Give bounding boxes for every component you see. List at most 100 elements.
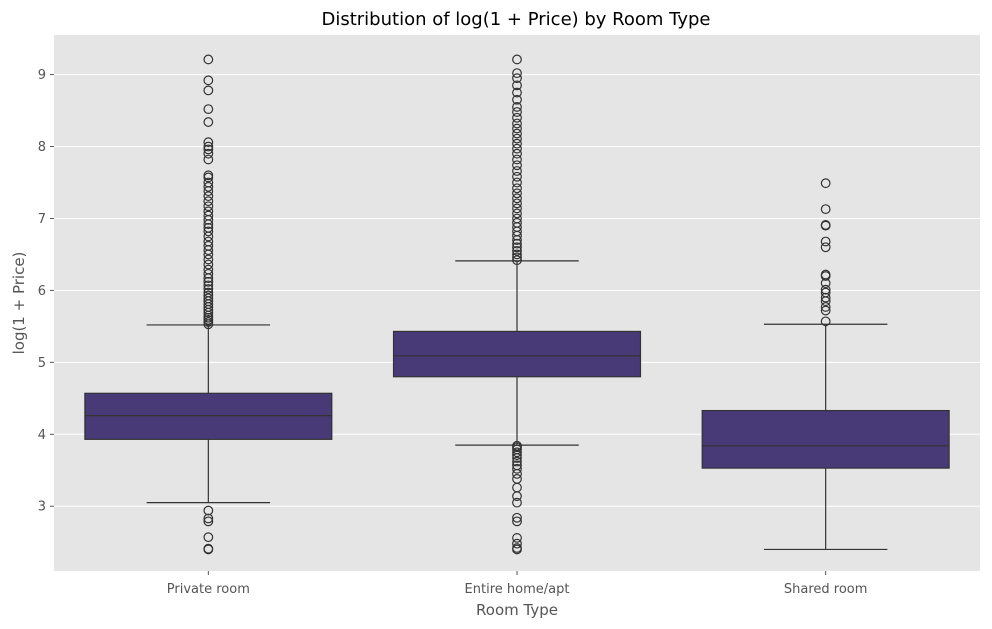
outlier-point [203,196,214,207]
outlier-point [512,249,522,260]
outlier-point [512,193,522,204]
outlier-point [203,104,214,115]
outlier-point [512,118,522,129]
outlier-point [203,240,214,251]
x-tick-label: Shared room [784,582,868,597]
y-tick-label: 9 [38,68,46,83]
outlier-point [512,87,522,98]
outlier-point [512,245,522,256]
outlier-point [512,128,522,139]
outlier-point [512,102,522,112]
outlier-point [203,226,214,237]
outlier-point [203,513,214,524]
outlier-point [512,456,522,467]
outlier-point [203,201,214,212]
outlier-point [512,154,522,165]
y-tick-label: 4 [38,428,46,443]
outlier-point [820,292,831,303]
x-axis-ticks: Private room Entire home/apt Shared room [167,571,868,597]
outlier-point [512,460,522,471]
outlier-point [820,284,831,295]
outlier-point [820,178,831,189]
outlier-point [203,117,214,127]
outlier-point [512,474,522,484]
outlier-point [203,284,214,294]
outlier-point [203,505,214,516]
outlier-point [512,217,522,228]
outlier-point [512,213,522,224]
outlier-point [512,450,522,461]
outlier-point [203,280,214,291]
outlier-point [512,68,522,79]
outlier-point [512,543,522,553]
y-axis-label: log(1 + Price) [10,252,28,355]
outlier-point [203,543,214,554]
outlier-point [820,316,831,327]
outlier-point [512,242,522,253]
iqr-box [701,409,950,469]
outlier-point [203,210,214,221]
outlier-point [512,166,522,176]
outlier-point [203,268,214,279]
y-tick-label: 6 [38,284,46,299]
outlier-point [820,242,831,253]
outlier-point [512,73,522,84]
y-axis-ticks: 3 4 5 6 7 8 9 [38,68,54,515]
outlier-point [512,183,522,194]
outlier-point [820,305,831,316]
outlier-point [203,287,214,298]
outlier-point [203,148,214,159]
outlier-point [512,148,522,159]
outlier-point [512,198,522,209]
chart-title: Distribution of log(1 + Price) by Room T… [321,9,710,30]
outlier-point [512,447,522,458]
outlier-point [512,238,522,249]
outlier-point [512,538,522,549]
outlier-point [820,204,831,215]
outlier-point [203,144,214,155]
box-group [701,178,950,551]
x-axis-label: Room Type [476,601,558,619]
outlier-point [203,85,214,96]
outlier-point [203,259,214,270]
iqr-box [392,330,642,378]
outlier-point [203,206,214,217]
box-group [84,54,333,555]
outlier-point [512,177,522,188]
outlier-point [820,287,831,298]
outlier-point [203,236,214,247]
outlier-point [512,160,522,171]
outlier-point [512,533,522,543]
outlier-point [203,177,214,188]
x-tick-label: Private room [167,582,250,597]
outlier-point [203,222,214,233]
outlier-point [203,141,214,152]
outlier-point [820,302,831,312]
boxes [84,54,950,555]
outlier-point [203,293,214,304]
outlier-point [512,512,522,523]
y-tick-label: 5 [38,356,46,371]
iqr-box [84,392,333,440]
outlier-point [512,107,522,117]
outlier-point [203,276,214,287]
outlier-point [512,123,522,134]
outlier-point [512,463,522,474]
outlier-point [203,181,214,192]
outlier-point [203,170,214,181]
outlier-point [203,137,214,148]
outlier-point [203,264,214,275]
outlier-point [820,220,831,230]
outlier-point [512,143,522,154]
outlier-point [512,112,522,123]
y-tick-label: 7 [38,212,46,227]
outlier-point [203,75,214,86]
outlier-point [203,516,214,527]
outlier-point [512,188,522,199]
outlier-point [512,497,522,508]
y-tick-label: 8 [38,140,46,155]
outlier-point [203,191,214,202]
x-tick-label: Entire home/apt [465,582,570,597]
outlier-point [512,138,522,149]
